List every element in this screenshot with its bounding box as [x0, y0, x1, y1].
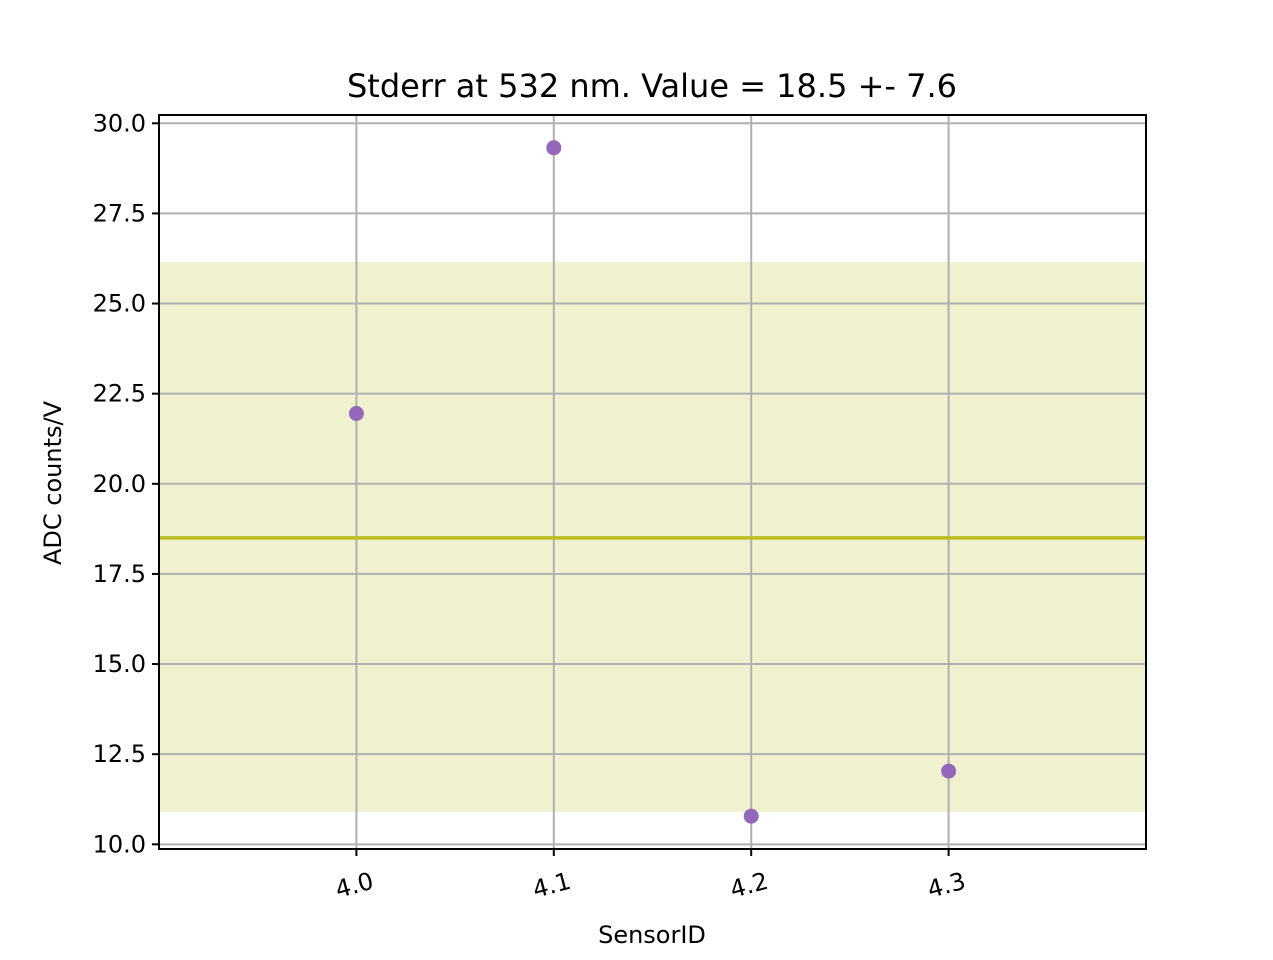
y-tick-label: 22.5: [93, 380, 146, 408]
data-point: [743, 808, 759, 824]
data-point: [941, 763, 957, 779]
y-tick-label: 15.0: [93, 650, 146, 678]
x-tick-label: 4.0: [332, 867, 376, 904]
x-axis-label: SensorID: [598, 921, 706, 949]
data-point: [348, 406, 364, 422]
plot-frame: [158, 114, 1147, 850]
x-tick-label: 4.1: [530, 867, 574, 904]
y-axis-label: ADC counts/V: [39, 400, 67, 565]
y-tick-label: 25.0: [93, 290, 146, 318]
y-tick-label: 10.0: [93, 830, 146, 858]
y-tick-label: 17.5: [93, 560, 146, 588]
y-tick-label: 30.0: [93, 109, 146, 137]
chart-title: Stderr at 532 nm. Value = 18.5 +- 7.6: [347, 67, 957, 105]
y-tick-label: 27.5: [93, 199, 146, 227]
y-tick-label: 20.0: [93, 470, 146, 498]
x-tick-label: 4.2: [727, 867, 771, 904]
y-tick-label: 12.5: [93, 740, 146, 768]
x-tick-label: 4.3: [924, 867, 968, 904]
data-point: [546, 140, 562, 156]
